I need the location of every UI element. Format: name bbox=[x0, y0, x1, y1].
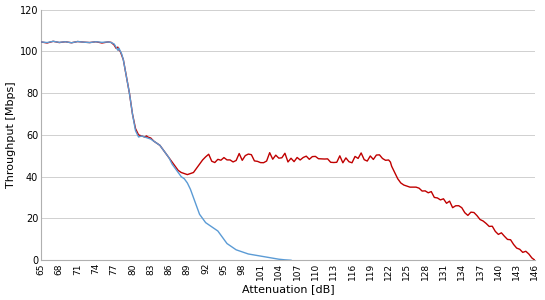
Y-axis label: Throughput [Mbps]: Throughput [Mbps] bbox=[5, 82, 16, 188]
X-axis label: Attenuation [dB]: Attenuation [dB] bbox=[241, 284, 334, 294]
